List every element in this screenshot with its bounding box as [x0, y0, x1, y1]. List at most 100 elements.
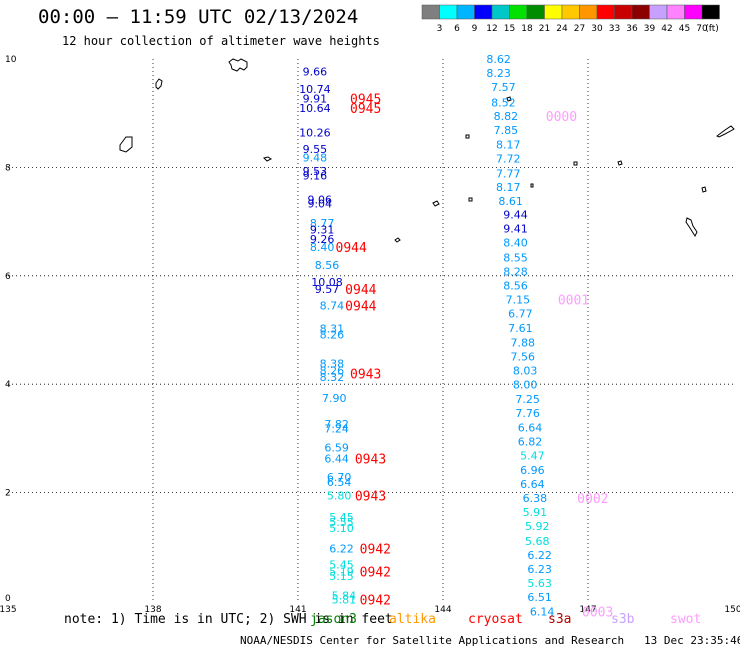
- wave-height-label: 8.26: [320, 365, 345, 378]
- wave-height-label: 5.81: [332, 593, 357, 606]
- wave-height-label: 10.26: [299, 127, 331, 140]
- land-outline: [468, 197, 473, 202]
- legend-tick-label: 45: [679, 24, 690, 34]
- grid-lines: [8, 59, 733, 601]
- legend-swatch: [491, 4, 510, 20]
- chart-title: 00:00 – 11:59 UTC 02/13/2024: [38, 6, 359, 28]
- pass-time-label: 0942: [360, 593, 391, 608]
- wave-height-label: 9.57: [315, 283, 340, 296]
- wave-height-label: 6.22: [329, 542, 354, 555]
- legend-swatch: [474, 4, 493, 20]
- wave-height-label: 8.56: [315, 259, 340, 272]
- legend-tick-label: 24: [556, 24, 568, 34]
- wave-height-label: 7.57: [491, 81, 516, 94]
- legend-tick-label: 15: [504, 24, 515, 34]
- pass-time-label: 0943: [355, 489, 386, 504]
- legend-swatch: [631, 4, 650, 20]
- wave-height-label: 7.90: [322, 392, 347, 405]
- wave-height-label: 9.44: [503, 209, 528, 222]
- pass-time-label: 0945: [350, 93, 381, 108]
- x-tick-label: 147: [579, 605, 596, 615]
- wave-height-label: 9.53: [303, 165, 328, 178]
- credit-line: NOAA/NESDIS Center for Satellite Applica…: [240, 634, 740, 647]
- wave-height-label: 8.26: [320, 328, 345, 341]
- wave-height-label: 7.24: [324, 423, 349, 436]
- pass-time-label: 0943: [355, 452, 386, 467]
- wave-height-label: 8.23: [486, 67, 511, 80]
- wave-height-label: 7.15: [506, 294, 531, 307]
- wave-height-label: 8.52: [491, 96, 516, 109]
- wave-height-label: 8.56: [503, 280, 528, 293]
- color-scale-legend: 3 6 9 12 15 18 21 24 27 30 33 36 39 42 45 70(ft): [421, 4, 720, 34]
- wave-height-label: 9.04: [308, 198, 333, 211]
- x-tick-label: 135: [0, 605, 17, 615]
- wave-height-label: 7.56: [511, 351, 536, 364]
- wave-height-label: 8.00: [513, 379, 538, 392]
- wave-height-label: 8.40: [310, 241, 335, 254]
- wave-height-label: 7.25: [515, 393, 540, 406]
- legend-tick-label: 6: [454, 24, 460, 34]
- legend-tick-label: 39: [644, 24, 656, 34]
- wave-height-label: 5.19: [329, 566, 354, 579]
- x-tick-label: 138: [144, 605, 161, 615]
- chart-subtitle: 12 hour collection of altimeter wave hei…: [62, 34, 380, 48]
- legend-swatch: [701, 4, 720, 20]
- wave-height-label: 8.17: [496, 139, 521, 152]
- legend-swatch: [684, 4, 703, 20]
- wave-height-label: 5.92: [525, 520, 550, 533]
- wave-height-label: 6.51: [527, 591, 552, 604]
- wave-height-label: 10.64: [299, 102, 331, 115]
- legend-tick-label: 27: [574, 24, 585, 34]
- legend-tick-label: 36: [626, 24, 638, 34]
- wave-height-label: 8.28: [503, 265, 528, 278]
- wave-height-label: 9.48: [303, 152, 328, 165]
- x-tick-label: 144: [434, 605, 451, 615]
- legend-tick-label: 12: [486, 24, 497, 34]
- wave-height-label: 6.59: [324, 442, 349, 455]
- wave-height-label: 5.63: [527, 577, 552, 590]
- legend-tick-label: 70: [696, 24, 708, 34]
- pass-time-label: 0945: [350, 102, 381, 117]
- wave-height-label: 8.77: [310, 217, 335, 230]
- wave-height-label: 6.82: [518, 436, 543, 449]
- wave-height-label: 10.74: [299, 83, 331, 96]
- wave-height-label: 8.31: [320, 322, 345, 335]
- land-outline: [506, 96, 512, 102]
- pass-time-label: 0001: [558, 294, 589, 309]
- legend-sat-altika: altika: [389, 612, 436, 627]
- legend-tick-label: 21: [539, 24, 550, 34]
- wave-height-label: 5.80: [327, 489, 352, 502]
- wave-height-label: 6.23: [527, 563, 552, 576]
- legend-swatch: [561, 4, 580, 20]
- y-tick-label: 10: [5, 55, 17, 65]
- legend-swatch: [649, 4, 668, 20]
- wave-height-label: 5.55: [329, 516, 354, 529]
- land-outline: [685, 217, 698, 238]
- land-outline: [432, 200, 440, 207]
- legend-tick-label: 30: [591, 24, 603, 34]
- y-tick-label: 6: [5, 272, 11, 282]
- wave-height-label: 8.38: [320, 358, 345, 371]
- wave-height-label: 6.44: [324, 452, 349, 465]
- wave-height-label: 9.16: [303, 170, 328, 183]
- y-tick-label: 8: [5, 163, 11, 173]
- pass-time-label: 0942: [360, 542, 391, 557]
- wave-height-label: 5.10: [329, 522, 354, 535]
- wave-height-label: 6.70: [327, 471, 352, 484]
- pass-time-label: 0003: [582, 605, 613, 620]
- wave-height-label: 8.55: [503, 251, 528, 264]
- y-tick-label: 2: [5, 489, 11, 499]
- wave-height-label: 6.64: [518, 422, 543, 435]
- legend-tick-label: 42: [661, 24, 672, 34]
- wave-height-label: 6.96: [520, 464, 545, 477]
- legend-swatch: [421, 4, 440, 20]
- land-outlines: [119, 58, 735, 243]
- wave-height-label: 6.64: [520, 478, 545, 491]
- wave-height-label: 8.40: [503, 237, 528, 250]
- legend-swatch: [439, 4, 458, 20]
- land-outline: [465, 134, 470, 139]
- legend-sat-jason3: jason3: [310, 612, 357, 627]
- wave-height-label: 5.15: [329, 570, 354, 583]
